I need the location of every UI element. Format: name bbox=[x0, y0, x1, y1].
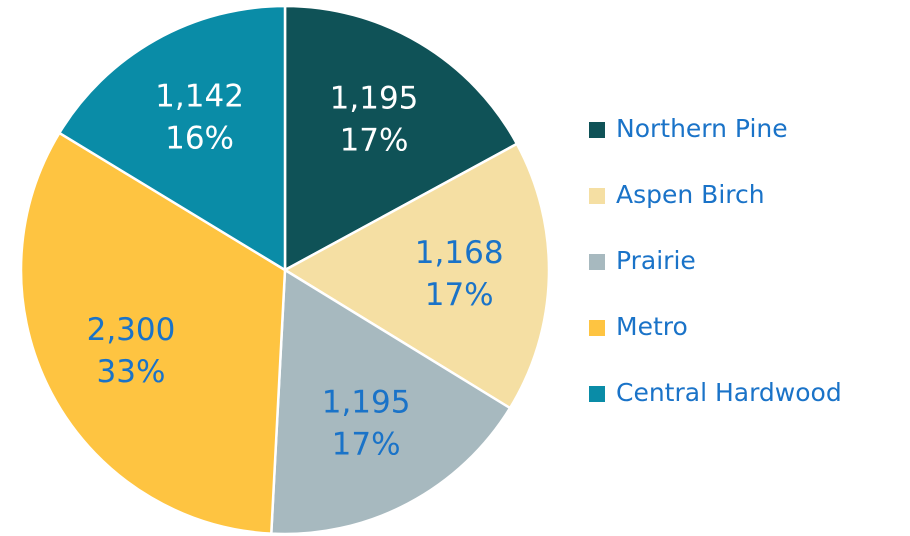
data-label: 1,195 bbox=[322, 385, 411, 421]
percent-label: 16% bbox=[165, 121, 234, 157]
legend-swatch bbox=[589, 122, 605, 138]
legend-label: Northern Pine bbox=[616, 114, 788, 143]
data-label: 1,142 bbox=[155, 79, 244, 115]
legend-label: Central Hardwood bbox=[616, 378, 842, 407]
pie-slice bbox=[269, 267, 512, 536]
legend-swatch bbox=[589, 386, 605, 402]
percent-label: 17% bbox=[332, 427, 401, 463]
legend-swatch bbox=[589, 254, 605, 270]
percent-label: 33% bbox=[97, 354, 166, 390]
legend-label: Aspen Birch bbox=[616, 180, 765, 209]
legend-label: Metro bbox=[616, 312, 688, 341]
data-label: 2,300 bbox=[87, 312, 176, 348]
pie-slice bbox=[57, 4, 287, 273]
pie-slice bbox=[282, 142, 551, 410]
legend-swatch bbox=[589, 320, 605, 336]
pie-slice bbox=[19, 131, 287, 535]
percent-label: 17% bbox=[425, 277, 494, 313]
data-label: 1,168 bbox=[415, 235, 504, 271]
pie-slice bbox=[283, 4, 519, 273]
percent-label: 17% bbox=[340, 123, 409, 159]
legend-label: Prairie bbox=[616, 246, 696, 275]
data-label: 1,195 bbox=[330, 81, 419, 117]
legend-swatch bbox=[589, 188, 605, 204]
